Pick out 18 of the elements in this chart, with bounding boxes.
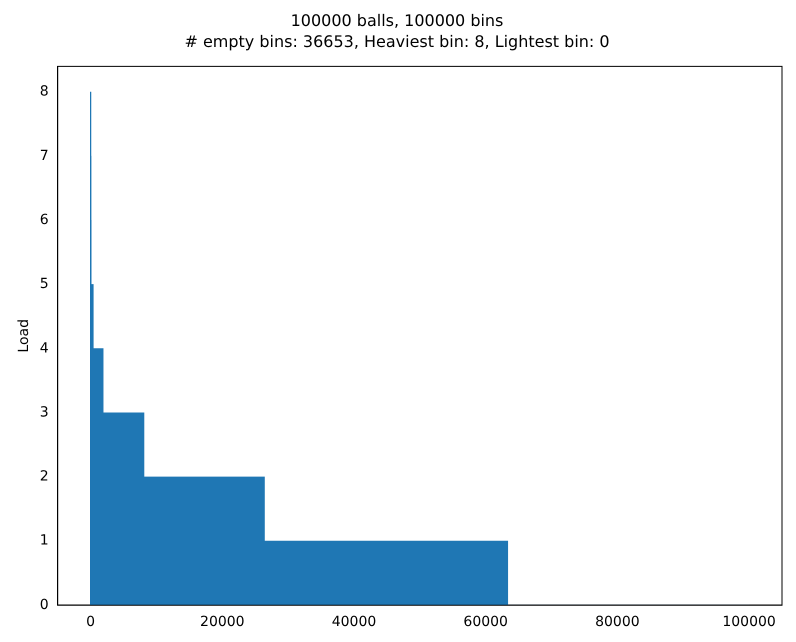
x-tick-label: 0 [86,614,96,630]
x-tick-label: 80000 [595,614,640,630]
y-tick-label: 3 [40,404,49,420]
x-tick-label: 100000 [722,614,776,630]
y-tick-label: 4 [40,340,49,356]
y-tick-label: 5 [40,276,49,292]
y-tick-label: 0 [40,596,49,613]
y-tick-label: 1 [40,532,49,549]
y-tick-label: 7 [40,148,49,164]
y-tick-label: 6 [40,212,49,228]
chart-subtitle: # empty bins: 36653, Heaviest bin: 8, Lightest bin: 0 [184,32,610,51]
y-axis-title: Load [16,319,32,353]
x-tick-label: 40000 [332,614,376,630]
y-tick-label: 8 [40,84,49,100]
y-tick-label: 2 [40,468,49,485]
x-tick-label: 20000 [200,614,245,630]
chart-title: 100000 balls, 100000 bins [290,10,504,30]
x-tick-label: 60000 [463,614,508,630]
